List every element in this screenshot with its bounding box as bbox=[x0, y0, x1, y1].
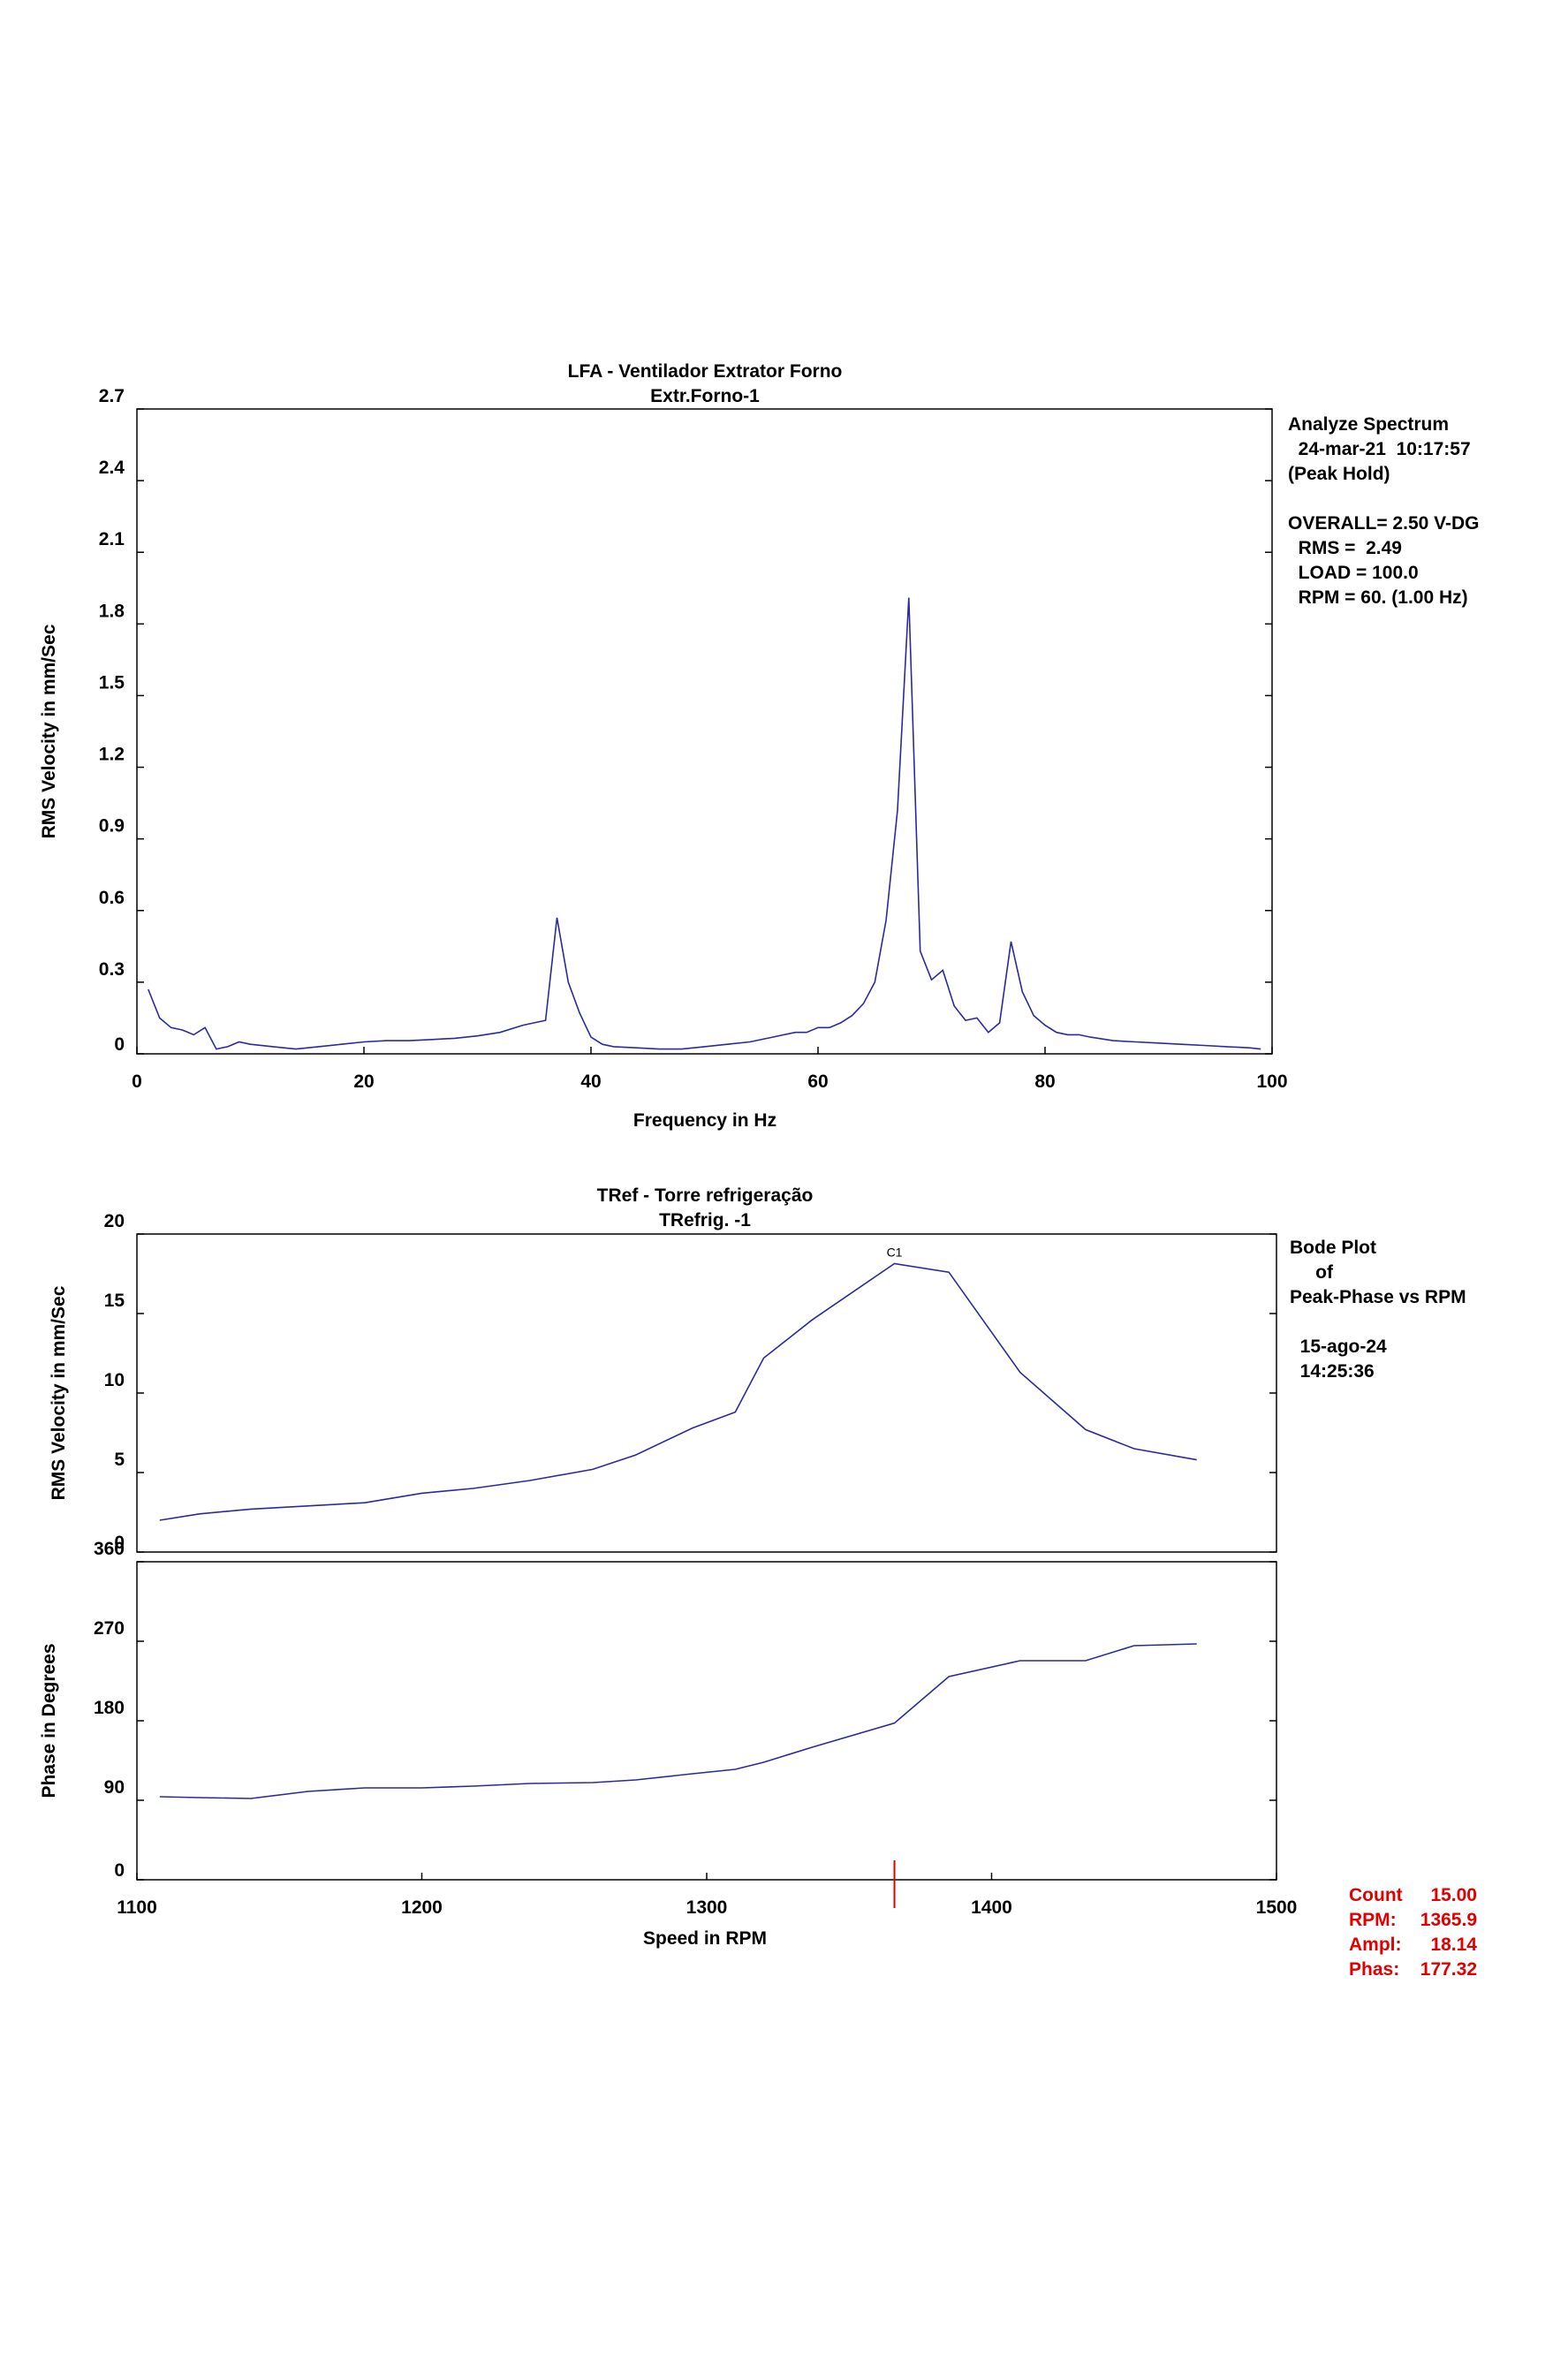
spectrum-x-axis-label: Frequency in Hz bbox=[633, 1110, 776, 1131]
bode-phase-x-ticks: 1100 1200 1300 1400 1500 bbox=[117, 1873, 1297, 1918]
spectrum-subtitle: Extr.Forno-1 bbox=[650, 386, 760, 406]
spectrum-info-line: LOAD = 100.0 bbox=[1288, 563, 1419, 583]
x-tick-label: 1300 bbox=[686, 1897, 728, 1918]
y-tick-label: 360 bbox=[94, 1539, 125, 1559]
readout-row: RPM: 1365.9 bbox=[1349, 1908, 1477, 1933]
bode-phase-y-ticks: 0 90 180 270 360 bbox=[94, 1539, 1276, 1881]
y-tick-label: 2.1 bbox=[99, 529, 125, 549]
x-tick-label: 60 bbox=[807, 1071, 828, 1092]
bode-subtitle: TRefrig. -1 bbox=[659, 1210, 751, 1231]
readout-value: 18.14 bbox=[1430, 1935, 1477, 1955]
readout-value: 1365.9 bbox=[1420, 1910, 1477, 1930]
x-tick-label: 80 bbox=[1034, 1071, 1055, 1092]
bode-phase-plot-frame bbox=[136, 1561, 1277, 1881]
bode-phase-chart: 0 90 180 270 360 1100 1200 1300 1400 1500 Speed … bbox=[39, 1539, 1297, 1949]
y-tick-label: 0 bbox=[114, 1860, 125, 1881]
y-tick-label: 0 bbox=[114, 1533, 125, 1553]
y-tick-label: 2.4 bbox=[99, 458, 125, 478]
x-tick-label: 100 bbox=[1256, 1071, 1287, 1092]
x-tick-label: 1200 bbox=[401, 1897, 443, 1918]
x-tick-label: 40 bbox=[580, 1071, 601, 1092]
readout-row: Count 15.00 bbox=[1349, 1883, 1477, 1908]
bode-info-line: 14:25:36 bbox=[1290, 1361, 1375, 1382]
x-tick-label: 1400 bbox=[971, 1897, 1012, 1918]
x-tick-label: 1100 bbox=[117, 1897, 157, 1918]
y-tick-label: 180 bbox=[94, 1698, 125, 1718]
y-tick-label: 1.8 bbox=[99, 601, 125, 621]
y-tick-label: 20 bbox=[104, 1211, 125, 1231]
spectrum-info-line: OVERALL= 2.50 V-DG bbox=[1288, 513, 1480, 534]
bode-title: TRef - Torre refrigeração bbox=[597, 1185, 814, 1206]
readout-label: RPM: bbox=[1349, 1910, 1397, 1930]
y-tick-label: 0.9 bbox=[99, 816, 125, 837]
bode-phase-series-line bbox=[159, 1643, 1197, 1799]
bode-amplitude-series-line bbox=[159, 1262, 1197, 1521]
bode-info-line bbox=[1290, 1310, 1466, 1335]
spectrum-title: LFA - Ventilador Extrator Forno bbox=[568, 361, 843, 382]
bode-amplitude-y-axis-label: RMS Velocity in mm/Sec bbox=[49, 1285, 69, 1500]
y-tick-label: 2.7 bbox=[99, 386, 125, 406]
y-tick-label: 1.5 bbox=[99, 672, 125, 693]
spectrum-info-line bbox=[1288, 487, 1479, 511]
spectrum-plot-frame bbox=[136, 408, 1273, 1055]
y-tick-label: 5 bbox=[114, 1450, 125, 1470]
readout-row: Ampl: 18.14 bbox=[1349, 1933, 1477, 1957]
readout-row: Phas: 177.32 bbox=[1349, 1957, 1477, 1982]
y-tick-label: 0 bbox=[114, 1034, 125, 1055]
bode-amplitude-plot-frame bbox=[136, 1233, 1277, 1553]
bode-phase-x-axis-label: Speed in RPM bbox=[643, 1928, 767, 1949]
spectrum-info-line: 24-mar-21 10:17:57 bbox=[1288, 439, 1471, 459]
spectrum-y-axis-label: RMS Velocity in mm/Sec bbox=[39, 624, 59, 838]
bode-amplitude-chart: TRef - Torre refrigeração TRefrig. -1 0 5… bbox=[49, 1185, 1277, 1553]
spectrum-y-ticks: 0 0.3 0.6 0.9 1.2 1.5 1.8 2.1 2.4 2.7 bbox=[99, 386, 1272, 1055]
y-tick-label: 1.2 bbox=[99, 745, 125, 765]
bode-info-line: Peak-Phase vs RPM bbox=[1290, 1287, 1466, 1307]
spectrum-info-line: (Peak Hold) bbox=[1288, 464, 1390, 484]
bode-phase-y-axis-label: Phase in Degrees bbox=[39, 1643, 59, 1798]
y-tick-label: 0.3 bbox=[99, 959, 125, 980]
cursor-marker-label: C1 bbox=[887, 1245, 903, 1259]
readout-value: 15.00 bbox=[1430, 1885, 1477, 1905]
spectrum-chart: LFA - Ventilador Extrator Forno Extr.For… bbox=[39, 361, 1288, 1131]
y-tick-label: 15 bbox=[104, 1291, 125, 1311]
x-tick-label: 1500 bbox=[1256, 1897, 1298, 1918]
x-tick-label: 0 bbox=[132, 1071, 142, 1092]
y-tick-label: 10 bbox=[104, 1370, 125, 1390]
bode-info-line: 15-ago-24 bbox=[1290, 1337, 1387, 1357]
y-tick-label: 0.6 bbox=[99, 888, 125, 908]
spectrum-info-panel: Analyze Spectrum 24-mar-21 10:17:57 (Peak… bbox=[1288, 413, 1479, 610]
y-tick-label: 90 bbox=[104, 1777, 125, 1798]
readout-value: 177.32 bbox=[1420, 1959, 1477, 1980]
spectrum-info-line: RPM = 60. (1.00 Hz) bbox=[1288, 587, 1468, 608]
y-tick-label: 270 bbox=[94, 1618, 125, 1639]
spectrum-info-line: RMS = 2.49 bbox=[1288, 538, 1402, 558]
spectrum-x-ticks: 0 20 40 60 80 100 bbox=[132, 1047, 1288, 1092]
bode-info-panel: Bode Plot of Peak-Phase vs RPM 15-ago-24 … bbox=[1290, 1236, 1466, 1384]
x-tick-label: 20 bbox=[353, 1071, 374, 1092]
spectrum-series-line bbox=[148, 597, 1261, 1050]
readout-label: Count bbox=[1349, 1885, 1403, 1905]
bode-info-line: of bbox=[1290, 1262, 1333, 1283]
spectrum-info-line: Analyze Spectrum bbox=[1288, 414, 1450, 435]
cursor-readout-panel: Count 15.00 RPM: 1365.9 Ampl: 18.14 Phas: 177.3… bbox=[1349, 1883, 1477, 1982]
bode-amplitude-y-ticks: 0 5 10 15 20 bbox=[104, 1211, 1276, 1553]
readout-label: Ampl: bbox=[1349, 1935, 1402, 1955]
bode-info-line: Bode Plot bbox=[1290, 1238, 1376, 1258]
readout-label: Phas: bbox=[1349, 1959, 1400, 1980]
